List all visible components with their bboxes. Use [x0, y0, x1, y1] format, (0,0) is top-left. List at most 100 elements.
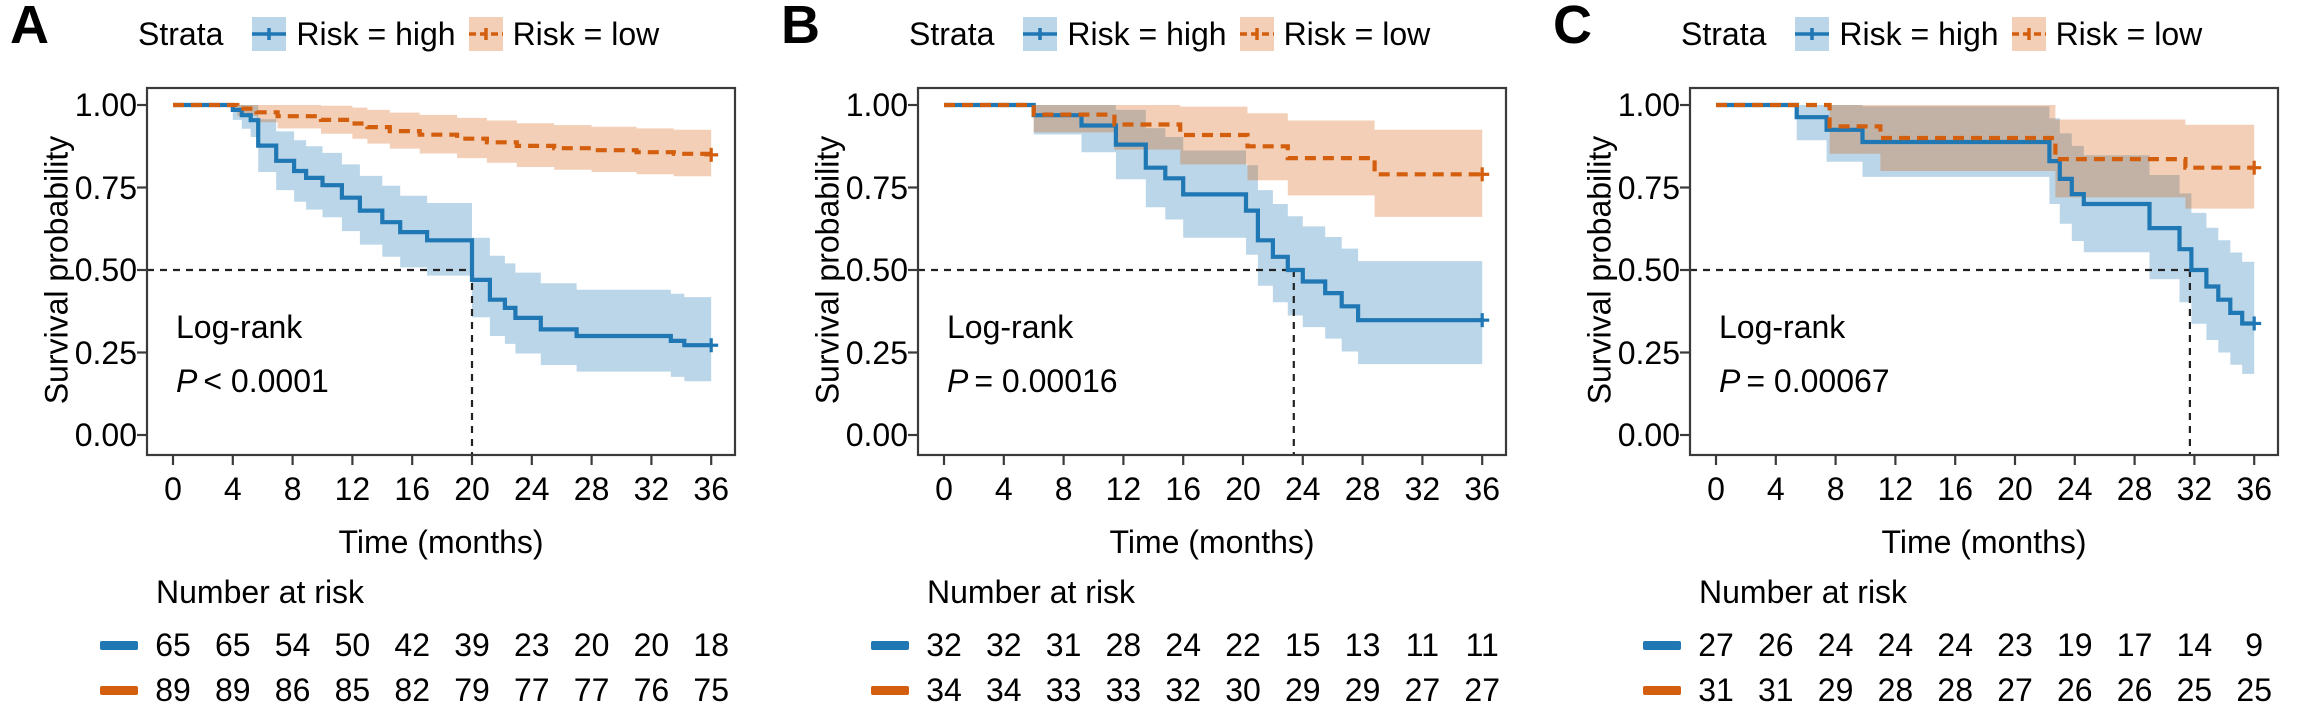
x-tick-label: 28 [2116, 471, 2153, 507]
risk-count-low: 89 [215, 672, 251, 708]
risk-count-high: 23 [514, 627, 550, 663]
risk-count-high: 24 [1877, 627, 1914, 663]
p-value-line: P = 0.00016 [947, 362, 1118, 400]
risk-count-low: 34 [926, 672, 962, 708]
risk-count-high: 11 [1465, 627, 1499, 663]
legend-item-risk-low: Risk = low [2011, 15, 2203, 53]
x-axis-title: Time (months) [338, 524, 544, 560]
risk-count-high: 50 [334, 627, 371, 663]
x-tick-label: 24 [1285, 471, 1321, 507]
risk-table-row-low: 34 34 33 33 32 30 29 29 27 27 [771, 671, 1542, 709]
panel-label: C [1553, 0, 1592, 55]
risk-count-low: 82 [394, 672, 430, 708]
risk-table-title: Number at risk [1699, 574, 1908, 610]
risk-low-key-icon [2011, 17, 2046, 51]
y-tick-label: 0.75 [74, 169, 137, 206]
p-symbol: P [947, 363, 969, 399]
risk-count-high: 54 [274, 627, 311, 663]
risk-count-high: 24 [1817, 627, 1854, 663]
x-tick-label: 28 [573, 471, 610, 507]
x-tick-label: 20 [1225, 471, 1261, 507]
x-tick-label: 28 [1344, 471, 1381, 507]
risk-count-low: 28 [1877, 672, 1914, 708]
survival-curve-high [944, 102, 1483, 323]
legend-label-risk-low: Risk = low [2055, 15, 2203, 52]
y-tick-label: 1.00 [74, 87, 137, 123]
x-tick-label: 12 [1105, 471, 1142, 507]
risk-count-high: 15 [1285, 627, 1321, 663]
x-axis-title: Time (months) [1109, 524, 1315, 560]
risk-low-row-key-icon [100, 686, 138, 695]
p-symbol: P [176, 363, 198, 399]
x-tick-label: 24 [2057, 471, 2093, 507]
risk-count-high: 22 [1225, 627, 1261, 663]
risk-count-low: 77 [573, 672, 610, 708]
x-tick-label: 16 [394, 471, 430, 507]
risk-count-low: 31 [1758, 672, 1794, 708]
km-panel: B Strata Risk = high Risk = low [771, 0, 1542, 723]
y-tick-label: 0.25 [74, 334, 137, 371]
risk-count-low: 30 [1225, 672, 1261, 708]
risk-count-low: 31 [1698, 672, 1734, 708]
confidence-band-low [173, 105, 712, 178]
x-tick-label: 0 [935, 471, 953, 507]
risk-count-high: 32 [986, 627, 1022, 663]
risk-count-low: 29 [1344, 672, 1381, 708]
x-tick-label: 12 [1877, 471, 1914, 507]
y-tick-label: 0.00 [1617, 417, 1680, 453]
survival-curve-high [1716, 102, 2255, 326]
x-tick-label: 0 [1707, 471, 1725, 507]
legend-item-risk-low: Risk = low [468, 15, 660, 53]
y-tick-label: 0.75 [845, 169, 908, 206]
risk-count-low: 29 [1817, 672, 1854, 708]
risk-count-high: 42 [394, 627, 430, 663]
survival-curve-low [1716, 102, 2255, 170]
risk-count-low: 27 [1464, 672, 1500, 708]
risk-count-low: 76 [633, 672, 670, 708]
x-tick-label: 16 [1165, 471, 1201, 507]
legend-label-risk-high: Risk = high [296, 15, 456, 52]
p-value: < 0.0001 [203, 363, 329, 399]
risk-count-high: 24 [1937, 627, 1973, 663]
legend-item-risk-low: Risk = low [1239, 15, 1431, 53]
risk-count-high: 28 [1105, 627, 1142, 663]
survival-curve-low [173, 102, 714, 156]
risk-count-high: 19 [2057, 627, 2093, 663]
x-tick-label: 20 [1997, 471, 2033, 507]
p-value: = 0.00067 [1746, 363, 1890, 399]
legend-label-risk-low: Risk = low [1283, 15, 1431, 52]
panel-label: A [10, 0, 49, 55]
risk-count-low: 27 [1997, 672, 2033, 708]
y-tick-label: 0.00 [845, 417, 908, 453]
x-tick-label: 0 [164, 471, 182, 507]
risk-table-row-high: 65 65 54 50 42 39 23 20 20 18 [0, 626, 771, 664]
risk-count-high: 23 [1997, 627, 2033, 663]
risk-count-high: 20 [573, 627, 610, 663]
y-tick-label: 0.50 [845, 252, 908, 288]
x-tick-label: 36 [1464, 471, 1500, 507]
risk-count-low: 85 [334, 672, 371, 708]
x-tick-label: 4 [1766, 471, 1785, 507]
risk-count-high: 17 [2116, 627, 2153, 663]
risk-count-high: 39 [454, 627, 490, 663]
x-tick-label: 16 [1937, 471, 1973, 507]
legend: Strata Risk = high Risk = low [909, 12, 1430, 56]
risk-count-low: 32 [1165, 672, 1201, 708]
log-rank-label: Log-rank [947, 309, 1074, 345]
risk-count-low: 89 [155, 672, 191, 708]
x-tick-label: 32 [633, 471, 670, 507]
risk-high-row-key-icon [1643, 641, 1681, 650]
x-tick-label: 24 [514, 471, 550, 507]
risk-count-high: 13 [1344, 627, 1381, 663]
p-value-line: P = 0.00067 [1719, 362, 1890, 400]
x-tick-label: 20 [454, 471, 490, 507]
risk-table-row-high: 32 32 31 28 24 22 15 13 11 11 [771, 626, 1542, 664]
legend-item-risk-high: Risk = high [1794, 16, 1999, 53]
risk-low-key-icon [1239, 17, 1274, 51]
legend-label-risk-low: Risk = low [512, 15, 660, 52]
risk-table-title: Number at risk [927, 574, 1136, 610]
risk-count-low: 25 [2176, 672, 2213, 708]
risk-count-low: 27 [1404, 672, 1441, 708]
legend: Strata Risk = high Risk = low [138, 12, 659, 56]
